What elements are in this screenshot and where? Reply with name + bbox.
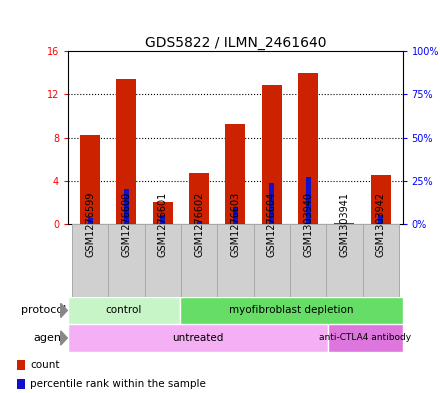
Text: GSM1276601: GSM1276601: [158, 191, 168, 257]
Bar: [72, 224, 108, 297]
Title: GDS5822 / ILMN_2461640: GDS5822 / ILMN_2461640: [145, 36, 326, 50]
Bar: [290, 224, 326, 297]
Text: GSM1276599: GSM1276599: [85, 191, 95, 257]
Bar: [262, 84, 282, 224]
Bar: [298, 73, 318, 224]
Bar: [189, 173, 209, 224]
Bar: [225, 123, 246, 224]
Bar: [108, 224, 144, 297]
Text: GSM1276604: GSM1276604: [267, 191, 277, 257]
Bar: [306, 177, 311, 224]
Text: myofibroblast depletion: myofibroblast depletion: [229, 305, 353, 316]
Bar: [371, 175, 391, 224]
Bar: [253, 224, 290, 297]
Text: GSM1303941: GSM1303941: [339, 192, 349, 257]
Bar: [124, 189, 129, 224]
Bar: [180, 297, 403, 324]
Bar: [68, 324, 328, 352]
Bar: [326, 224, 363, 297]
Text: percentile rank within the sample: percentile rank within the sample: [30, 379, 206, 389]
Bar: [153, 202, 173, 224]
Bar: [328, 324, 403, 352]
Bar: [17, 360, 25, 370]
Text: count: count: [30, 360, 59, 370]
Bar: [88, 218, 92, 224]
Bar: [363, 224, 399, 297]
Bar: [233, 207, 238, 224]
Text: untreated: untreated: [172, 333, 224, 343]
Text: GSM1303940: GSM1303940: [303, 192, 313, 257]
Text: GSM1303942: GSM1303942: [376, 192, 386, 257]
Text: GSM1276603: GSM1276603: [231, 191, 240, 257]
Text: control: control: [106, 305, 142, 316]
Bar: [269, 182, 274, 224]
Text: protocol: protocol: [21, 305, 66, 316]
Bar: [17, 379, 25, 389]
Bar: [197, 220, 202, 224]
Text: GSM1276602: GSM1276602: [194, 191, 204, 257]
Text: agent: agent: [33, 333, 66, 343]
Bar: [144, 224, 181, 297]
Text: GSM1276600: GSM1276600: [121, 191, 132, 257]
Bar: [217, 224, 253, 297]
Bar: [68, 297, 180, 324]
Bar: [116, 79, 136, 224]
Text: anti-CTLA4 antibody: anti-CTLA4 antibody: [319, 334, 411, 342]
Bar: [181, 224, 217, 297]
Bar: [160, 215, 165, 224]
Bar: [378, 215, 383, 224]
Bar: [80, 135, 100, 224]
